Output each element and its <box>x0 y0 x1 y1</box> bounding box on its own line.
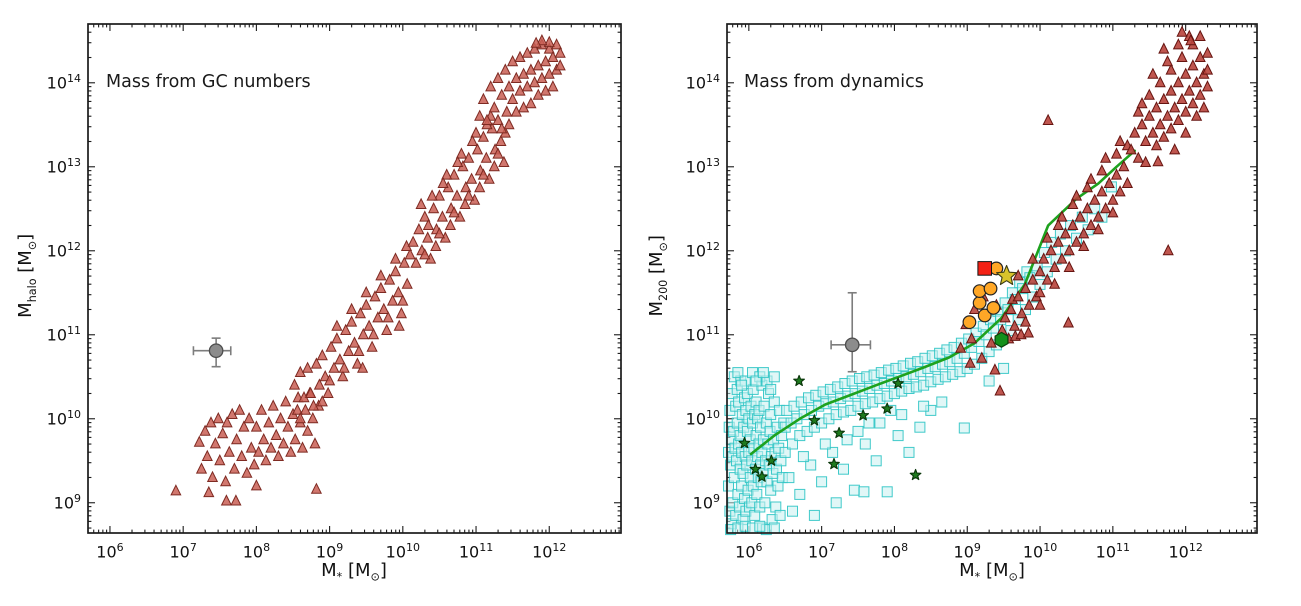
simulation-galaxies <box>723 181 1117 536</box>
highlight-star <box>996 264 1018 286</box>
reference-dwarf-left <box>192 337 232 368</box>
right-panel <box>723 23 1258 536</box>
median-relation-line <box>749 149 1136 456</box>
gc-number-galaxies <box>170 33 566 506</box>
axis-ticks <box>88 24 621 533</box>
reference-dwarf-right <box>830 291 872 373</box>
error-bars <box>192 337 232 368</box>
highlight-square <box>977 261 993 276</box>
udg-sample-circles <box>962 261 1004 330</box>
left-panel <box>87 23 622 534</box>
dwarf-star-galaxies <box>738 374 922 482</box>
panel-frame <box>726 23 1258 534</box>
panel-frame <box>87 23 622 534</box>
highlight-hexagon <box>994 331 1009 348</box>
error-bars <box>830 291 872 373</box>
